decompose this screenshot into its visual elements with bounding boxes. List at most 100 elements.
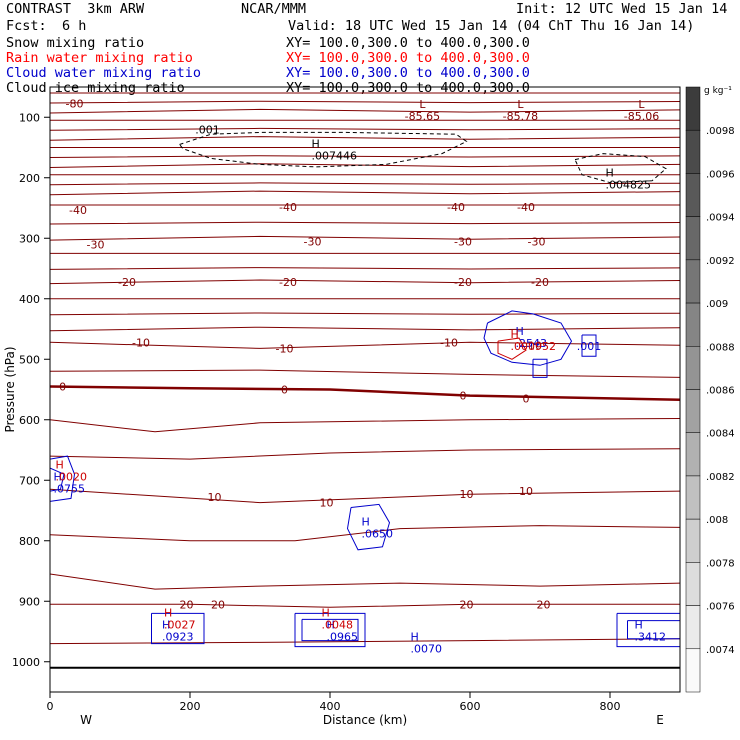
temperature-low-value: -85.06 xyxy=(624,110,659,123)
isotherm-line xyxy=(50,573,680,590)
isotherm-line xyxy=(50,525,680,542)
isotherm-line xyxy=(50,127,680,131)
isotherm-label: 10 xyxy=(320,497,334,510)
field-xy-cloud-water: XY= 100.0,300.0 to 400.0,300.0 xyxy=(286,65,530,81)
field-name-snow: Snow mixing ratio xyxy=(6,35,145,51)
temperature-low-marker: L xyxy=(419,98,426,111)
colorbar-swatch xyxy=(685,346,701,390)
rain-water-max-value: .0048 xyxy=(322,618,354,631)
isotherm-line xyxy=(50,418,680,433)
y-tick-label: 800 xyxy=(19,535,40,548)
colorbar-label: .0084 xyxy=(706,429,735,440)
isotherm-label: 0 xyxy=(523,393,530,406)
cloud-water-contour xyxy=(532,358,548,378)
isotherm-label: -30 xyxy=(304,235,322,248)
temperature-low-marker: L xyxy=(638,98,645,111)
colorbar-unit: g kg⁻¹ xyxy=(704,86,732,96)
colorbar-swatch xyxy=(685,389,701,433)
isotherm-label: -40 xyxy=(517,201,535,214)
colorbar-swatch xyxy=(685,86,701,131)
cloud-water-max-value: .0755 xyxy=(54,482,86,495)
isotherm-label: -20 xyxy=(531,276,549,289)
field-name-cloud-water: Cloud water mixing ratio xyxy=(6,65,202,81)
forecast-label: Fcst: xyxy=(6,18,47,34)
field-name-cloud-ice: Cloud ice mixing ratio xyxy=(6,80,185,96)
cloud-water-contour xyxy=(346,503,391,551)
east-label: E xyxy=(656,713,664,727)
rain-water-max-value: .000952 xyxy=(511,340,557,353)
plot-frame xyxy=(49,86,681,693)
colorbar-swatch xyxy=(685,562,701,606)
colorbar-swatch xyxy=(685,129,701,174)
isotherm-line xyxy=(50,369,680,378)
isotherm-line xyxy=(50,136,680,141)
isotherm-line xyxy=(50,182,680,186)
isotherm-line xyxy=(50,326,680,332)
colorbar-label: .008 xyxy=(706,515,728,526)
isotherm-label: -10 xyxy=(524,339,542,352)
cloud-water-contour xyxy=(627,620,680,640)
isotherm-label: 10 xyxy=(519,485,533,498)
y-tick-label: 400 xyxy=(19,293,40,306)
isotherm-label: 0 xyxy=(281,384,288,397)
x-axis-label: Distance (km) xyxy=(323,713,407,727)
freezing-level-line xyxy=(50,385,680,402)
cloud-ice-max-value: .007446 xyxy=(312,150,358,163)
colorbar-swatch xyxy=(685,302,701,347)
temperature-low-marker: L xyxy=(517,98,524,111)
colorbar-label: .0076 xyxy=(706,602,735,613)
field-xy-rain: XY= 100.0,300.0 to 400.0,300.0 xyxy=(286,50,530,66)
colorbar-label: .0088 xyxy=(706,342,735,353)
isotherm-label: 20 xyxy=(211,598,225,611)
colorbar-swatch xyxy=(685,259,701,304)
y-tick-label: 100 xyxy=(19,111,40,124)
colorbar-swatch xyxy=(685,605,701,650)
isotherm-line xyxy=(50,341,680,349)
cloud-ice-max-marker: H xyxy=(606,167,614,180)
cloud-water-max-marker: H xyxy=(411,631,419,644)
x-tick-label: 0 xyxy=(47,700,54,713)
cloud-water-contour xyxy=(301,618,359,642)
isotherm-line xyxy=(50,279,680,285)
rain-water-contour xyxy=(497,337,527,360)
cloud-water-max-marker: H xyxy=(516,325,524,338)
isotherm-label: -20 xyxy=(279,276,297,289)
isotherm-label: -30 xyxy=(87,238,105,251)
x-tick-label: 200 xyxy=(180,700,201,713)
cloud-water-max-marker: H xyxy=(54,470,62,483)
colorbar-label: .0082 xyxy=(706,472,735,483)
cloud-water-max-value: .0923 xyxy=(162,630,194,643)
field-xy-snow: XY= 100.0,300.0 to 400.0,300.0 xyxy=(286,35,530,51)
y-tick-label: 200 xyxy=(19,172,40,185)
isotherm-line xyxy=(50,267,680,270)
isotherm-label: -30 xyxy=(528,235,546,248)
colorbar-label: .0074 xyxy=(706,645,735,656)
x-tick-label: 600 xyxy=(460,700,481,713)
isotherm-label: 20 xyxy=(460,598,474,611)
isotherm-label: -10 xyxy=(440,336,458,349)
colorbar-label: .0098 xyxy=(706,126,735,137)
isotherm-line xyxy=(50,221,680,225)
isotherm-label: -40 xyxy=(447,201,465,214)
cloud-water-max-marker: H xyxy=(635,618,643,631)
isotherm-label: 10 xyxy=(460,488,474,501)
rain-water-max-marker: H xyxy=(511,328,519,341)
y-tick-label: 300 xyxy=(19,232,40,245)
cloud-water-contour xyxy=(50,455,76,502)
cloud-water-max-marker: H xyxy=(362,516,370,529)
isotherm-line xyxy=(50,312,680,316)
model-title: CONTRAST 3km ARW xyxy=(6,1,145,17)
cloud-water-contour xyxy=(294,612,366,648)
isotherm-label: -40 xyxy=(279,201,297,214)
colorbar-label: .0078 xyxy=(706,558,735,569)
isotherm-label: 10 xyxy=(208,491,222,504)
isotherm-line xyxy=(50,108,680,114)
isotherm-line xyxy=(50,235,680,241)
cloud-ice-contour xyxy=(574,153,667,184)
isotherm-label: -10 xyxy=(276,342,294,355)
isotherm-label: 20 xyxy=(537,598,551,611)
colorbar-label: .0086 xyxy=(706,386,735,397)
cloud-water-max-value: .3412 xyxy=(635,630,667,643)
